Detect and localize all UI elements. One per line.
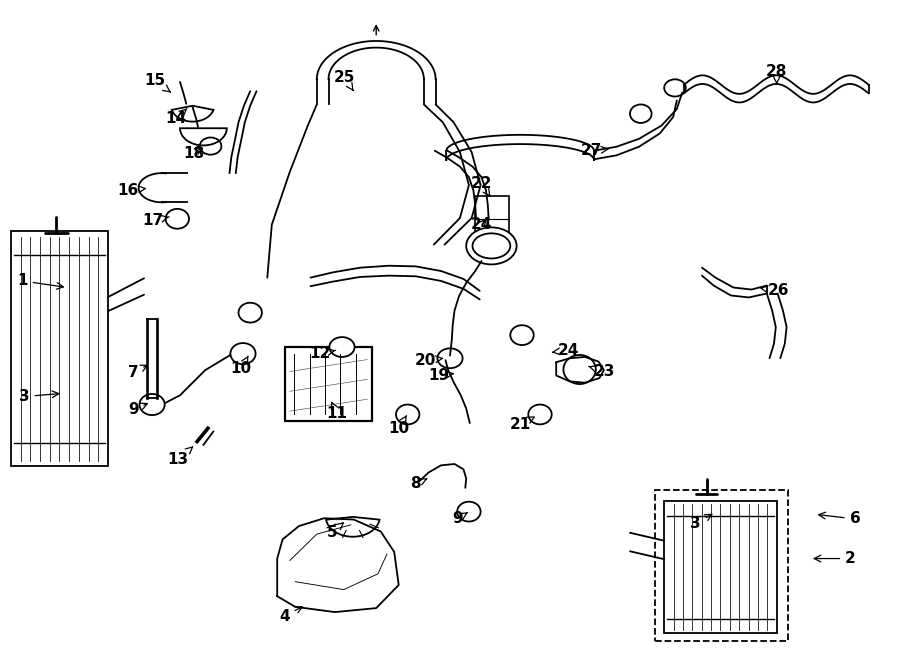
Text: 5: 5 [327, 523, 343, 539]
Text: 7: 7 [128, 365, 148, 379]
Text: 9: 9 [452, 512, 468, 526]
Ellipse shape [480, 206, 503, 225]
Text: 18: 18 [183, 146, 204, 161]
Text: 10: 10 [388, 416, 410, 436]
Text: 23: 23 [589, 364, 616, 379]
Text: 6: 6 [819, 512, 860, 526]
Circle shape [466, 227, 517, 264]
Ellipse shape [457, 502, 481, 522]
Text: 3: 3 [19, 389, 58, 404]
Ellipse shape [630, 104, 652, 123]
Text: 3: 3 [690, 514, 712, 531]
Ellipse shape [200, 137, 221, 155]
Text: 1: 1 [17, 274, 63, 290]
Ellipse shape [230, 343, 256, 364]
Text: 28: 28 [766, 64, 788, 85]
Text: 27: 27 [580, 143, 608, 158]
Text: 8: 8 [410, 477, 427, 491]
Bar [475, 196, 509, 243]
Text: 21: 21 [509, 417, 535, 432]
Text: 20: 20 [415, 353, 443, 368]
Ellipse shape [437, 348, 463, 368]
Ellipse shape [664, 79, 686, 97]
Bar [11, 231, 108, 466]
Text: 26: 26 [761, 284, 789, 298]
Text: 24: 24 [553, 343, 580, 358]
Ellipse shape [396, 405, 419, 424]
Text: 14: 14 [165, 108, 187, 126]
Ellipse shape [140, 394, 165, 415]
Ellipse shape [329, 337, 355, 357]
Text: 19: 19 [428, 368, 454, 383]
Ellipse shape [528, 405, 552, 424]
Bar [664, 501, 777, 633]
Text: 11: 11 [326, 403, 347, 420]
Ellipse shape [472, 233, 510, 258]
Text: 25: 25 [334, 71, 356, 91]
Text: 13: 13 [167, 447, 193, 467]
Text: 24: 24 [471, 217, 492, 232]
Text: 17: 17 [142, 214, 169, 228]
Bar [655, 490, 788, 641]
Bar [285, 347, 372, 421]
Text: 10: 10 [230, 356, 252, 376]
Text: 9: 9 [128, 403, 148, 417]
Text: 15: 15 [144, 73, 170, 92]
Ellipse shape [510, 325, 534, 345]
Text: 12: 12 [309, 346, 336, 361]
Ellipse shape [563, 355, 596, 384]
Text: 16: 16 [117, 183, 145, 198]
Text: 2: 2 [814, 551, 856, 566]
Ellipse shape [166, 209, 189, 229]
Ellipse shape [238, 303, 262, 323]
Text: 22: 22 [471, 176, 492, 196]
Text: 4: 4 [279, 607, 302, 623]
